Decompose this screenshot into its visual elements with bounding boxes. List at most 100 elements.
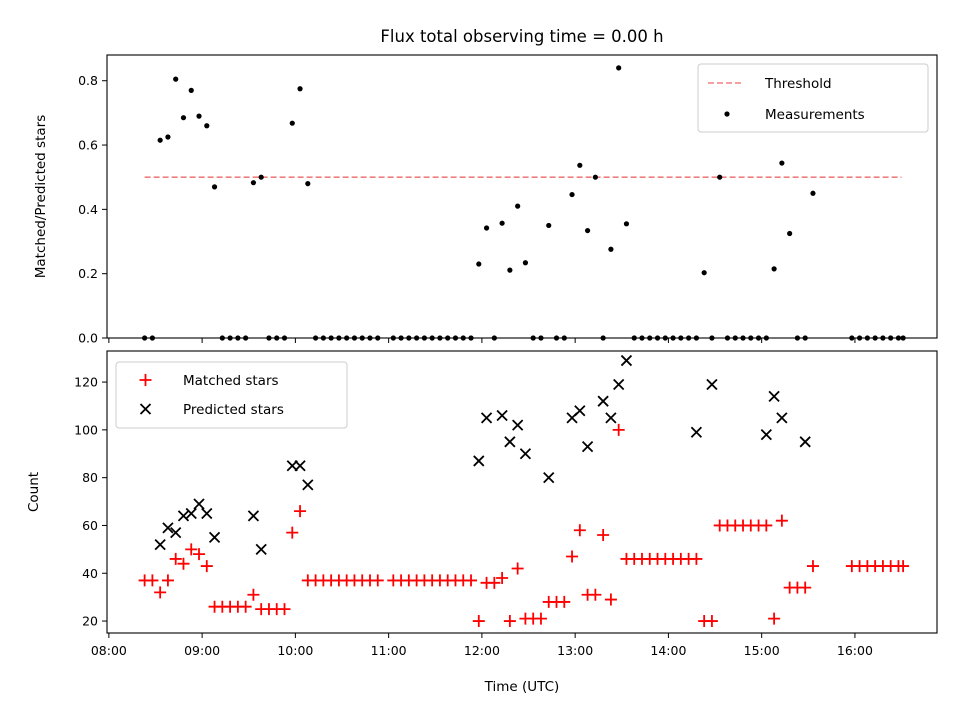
top-y-tick-label: 0.2: [78, 266, 98, 281]
measurement-point: [250, 180, 257, 186]
predicted-point: [177, 510, 190, 522]
measurement-point: [196, 113, 202, 119]
predicted-point: [496, 409, 508, 422]
matched-point: [294, 505, 307, 518]
x-tick-label: 08:00: [91, 643, 127, 658]
measurement-point: [616, 65, 622, 71]
bottom-legend-box: [115, 361, 348, 429]
x-tick-label: 15:00: [744, 643, 780, 658]
measurements-legend-swatch: [724, 111, 730, 117]
measurement-point: [515, 203, 521, 209]
top-x-ticks: [108, 338, 856, 343]
bottom-y-tick-label: 120: [74, 375, 98, 390]
measurement-point: [546, 222, 552, 229]
measurement-point: [522, 260, 529, 266]
predicted-stars-layer: [154, 354, 811, 555]
measurement-point: [157, 137, 163, 143]
top-y-axis-label: Matched/Predicted stars: [33, 115, 49, 278]
matched-point: [705, 615, 718, 628]
measurement-point: [305, 181, 311, 187]
predicted-point: [799, 436, 811, 448]
measurement-point: [180, 115, 187, 121]
bottom-panel: 20 40 60 80 100 120 08:00 09:00 10:00 11:00 12:00…: [26, 350, 938, 695]
x-axis-ticks: 08:00 09:00 10:00 11:00 12:00 13:00 14:00 15:00…: [91, 633, 873, 658]
measurements-legend-label: Measurements: [765, 107, 865, 123]
bottom-y-tick-label: 60: [82, 518, 98, 533]
top-y-ticks: 0.0 0.2 0.4 0.6 0.8: [78, 73, 107, 346]
predicted-point: [185, 507, 197, 520]
predicted-point: [512, 419, 524, 431]
measurement-point: [623, 221, 630, 227]
matched-point: [897, 560, 910, 573]
predicted-point: [193, 498, 205, 510]
predicted-point: [690, 426, 703, 438]
measurement-point: [507, 267, 513, 273]
measurement-point: [569, 191, 575, 198]
matched-point: [799, 581, 812, 594]
predicted-point: [480, 412, 493, 424]
predicted-point: [760, 429, 772, 441]
predicted-point: [294, 460, 306, 472]
measurement-point: [717, 174, 723, 180]
measurement-point: [787, 230, 793, 237]
measurement-point: [211, 184, 218, 190]
chart-title: Flux total observing time = 0.00 h: [380, 27, 663, 46]
matched-point: [177, 557, 190, 570]
matched-point: [169, 552, 182, 565]
matched-point: [496, 572, 509, 585]
measurement-point: [289, 120, 295, 126]
matched-point: [690, 552, 703, 565]
matched-point: [806, 560, 819, 573]
bottom-y-axis-label: Count: [26, 472, 42, 512]
matched-point: [612, 423, 625, 436]
predicted-point: [208, 531, 221, 544]
matched-point: [597, 529, 610, 542]
predicted-point: [597, 395, 609, 407]
matched-point: [161, 574, 174, 587]
measurement-point: [499, 220, 505, 226]
bottom-y-tick-label: 20: [82, 614, 98, 629]
measurement-point: [771, 266, 777, 272]
top-legend: Threshold Measurements: [697, 63, 929, 133]
measurement-point: [701, 270, 707, 276]
x-tick-label: 14:00: [650, 643, 686, 658]
measurement-point: [592, 174, 598, 180]
matched-point: [286, 526, 299, 539]
measurement-point: [483, 225, 490, 231]
predicted-point: [302, 479, 314, 491]
matched-point: [604, 593, 617, 606]
measurement-point: [476, 261, 482, 267]
predicted-point: [581, 440, 594, 453]
bottom-y-tick-label: 80: [82, 470, 98, 485]
measurement-point: [779, 160, 785, 166]
measurement-point: [188, 87, 194, 93]
measurement-point: [204, 123, 210, 129]
x-tick-label: 13:00: [557, 643, 593, 658]
matched-point: [200, 560, 213, 573]
matched-point: [589, 588, 602, 601]
predicted-point: [605, 412, 617, 424]
predicted-point: [543, 472, 555, 484]
matched-point: [371, 574, 384, 587]
bottom-legend: Matched stars Predicted stars: [115, 361, 348, 429]
matched-point: [768, 612, 781, 625]
x-tick-label: 16:00: [837, 643, 873, 658]
predicted-point: [519, 448, 532, 460]
measurement-point: [584, 227, 591, 234]
measurement-point: [297, 86, 303, 92]
predicted-point: [473, 455, 485, 467]
x-tick-label: 10:00: [277, 643, 313, 658]
matched-legend-swatch: [139, 374, 152, 386]
measurement-point: [165, 134, 171, 140]
matched-point: [278, 603, 291, 616]
predicted-point: [504, 436, 516, 448]
matched-point: [465, 574, 478, 587]
matched-point: [511, 562, 524, 575]
matched-point: [558, 595, 571, 608]
predicted-point: [162, 522, 174, 534]
matched-stars-layer: [138, 423, 910, 628]
top-legend-box: [697, 63, 929, 133]
top-y-tick-label: 0.6: [78, 138, 98, 153]
measurement-point: [258, 174, 264, 180]
